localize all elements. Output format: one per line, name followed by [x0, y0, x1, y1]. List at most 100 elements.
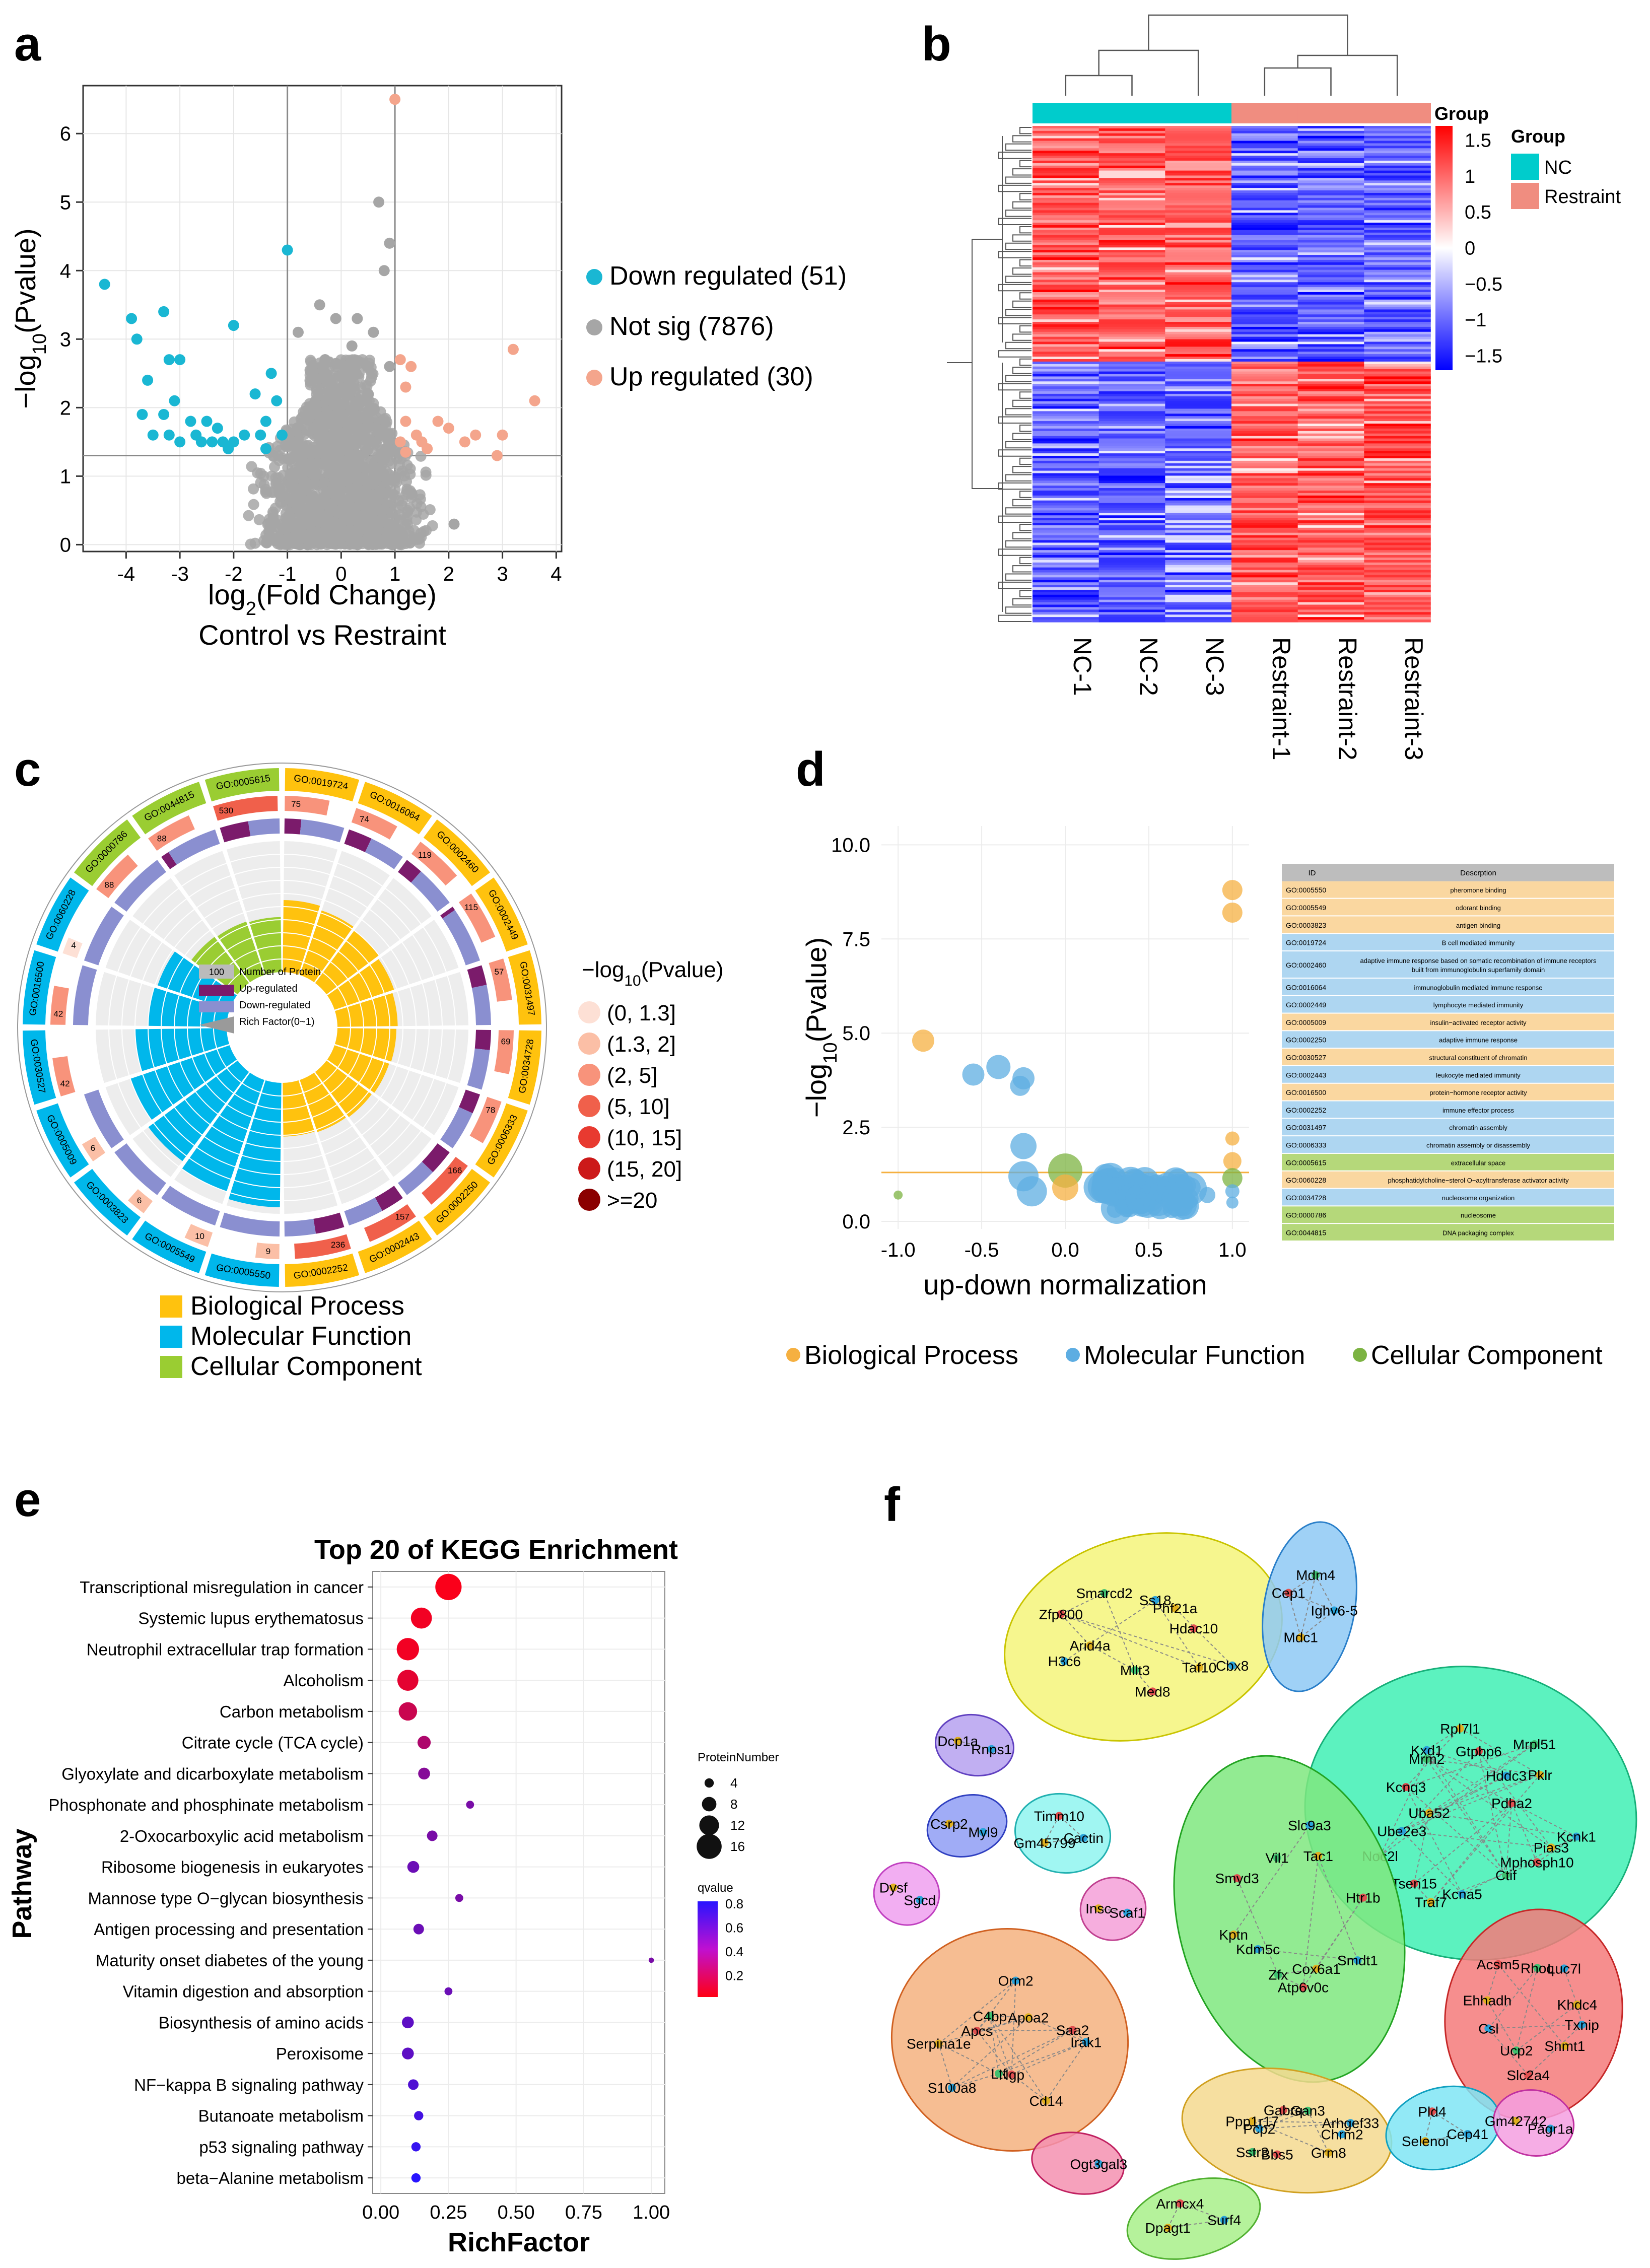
heat-cell — [1297, 403, 1365, 407]
heat-cell — [1364, 612, 1431, 615]
heat-cell — [1033, 250, 1099, 253]
network-edge — [1431, 2111, 1468, 2135]
heat-cell — [1165, 225, 1232, 228]
heat-cell — [1033, 188, 1099, 191]
network-node-label: Pagr1a — [1528, 2121, 1573, 2137]
network-node — [1228, 1661, 1236, 1670]
heat-cell — [1033, 158, 1099, 161]
heat-cell — [1098, 344, 1166, 347]
heat-cell — [1364, 518, 1431, 521]
heat-cell — [1165, 197, 1232, 201]
cluster-hull — [1014, 1793, 1112, 1874]
heat-cell — [1165, 398, 1232, 402]
heat-cell — [1165, 443, 1232, 446]
heat-cell — [1033, 510, 1099, 513]
category-legend-label: Cellular Component — [190, 1352, 422, 1381]
heat-cell — [1364, 349, 1431, 352]
heat-cell — [1297, 374, 1365, 377]
heat-cell — [1033, 458, 1099, 461]
pathway-point — [444, 1987, 453, 1996]
point-not-sig — [415, 501, 427, 513]
heat-cell — [1297, 396, 1365, 399]
table-cell-desc: phosphatidylcholine−sterol O−acyltransfe… — [1388, 1177, 1569, 1184]
network-node — [1572, 1832, 1580, 1841]
heat-cell — [1231, 290, 1298, 293]
protein-count-bar — [294, 1234, 351, 1259]
heat-cell — [1033, 532, 1099, 536]
pathway-label: Carbon metabolism — [220, 1702, 364, 1721]
heat-cell — [1364, 537, 1431, 541]
heat-cell — [1098, 376, 1166, 379]
heat-cell — [1165, 510, 1232, 513]
point-down — [265, 368, 277, 379]
point-not-sig — [248, 483, 259, 495]
heat-cell — [1098, 148, 1166, 151]
inner-legend-swatch — [199, 1001, 234, 1012]
heat-cell — [1231, 352, 1298, 355]
heat-cell — [1165, 384, 1232, 387]
heat-cell — [1297, 324, 1365, 327]
heat-cell — [1364, 535, 1431, 538]
protein-count-label: 119 — [418, 850, 432, 860]
protein-count-label: 166 — [448, 1165, 462, 1175]
heat-cell — [1098, 602, 1166, 605]
network-node-label: Arhgef33 — [1322, 2115, 1380, 2131]
heat-cell — [1165, 354, 1232, 357]
heat-cell — [1364, 130, 1431, 134]
category-legend-swatch — [160, 1326, 182, 1348]
heat-cell — [1231, 393, 1298, 397]
network-edge — [1505, 1803, 1512, 1876]
heat-cell — [1364, 465, 1431, 469]
heat-cell — [1165, 232, 1232, 236]
heat-cell — [1098, 604, 1166, 608]
heat-cell — [1098, 326, 1166, 330]
network-node — [1296, 1633, 1305, 1641]
heat-cell — [1033, 607, 1099, 610]
heat-cell — [1364, 391, 1431, 394]
protein-count-bar — [255, 1243, 280, 1259]
heat-cell — [1098, 612, 1166, 615]
heat-cell — [1297, 508, 1365, 511]
go-bubble — [1226, 1196, 1239, 1209]
heat-cell — [1297, 473, 1365, 476]
heat-cell — [1165, 545, 1232, 548]
heat-cell — [1297, 190, 1365, 193]
heat-cell — [1231, 192, 1298, 196]
color-scale-tick: 0.5 — [1465, 202, 1491, 223]
heat-cell — [1033, 406, 1099, 409]
go-bubble — [1180, 1177, 1201, 1198]
network-edge — [1104, 1593, 1136, 1671]
heat-cell — [1165, 178, 1232, 181]
point-not-sig — [280, 524, 291, 535]
heat-cell — [1098, 190, 1166, 193]
heat-cell — [1364, 188, 1431, 191]
heat-cell — [1297, 151, 1365, 154]
heat-cell — [1165, 580, 1232, 583]
network-node-label: Orm2 — [998, 1973, 1034, 1988]
heat-cell — [1033, 498, 1099, 501]
table-row — [1282, 1049, 1614, 1065]
network-node — [1428, 2107, 1436, 2116]
pathway-label: Glyoxylate and dicarboxylate metabolism — [61, 1764, 364, 1783]
table-row — [1282, 1119, 1614, 1136]
heat-cell — [1033, 324, 1099, 327]
heat-cell — [1231, 537, 1298, 541]
point-not-sig — [305, 376, 316, 388]
grid-ring — [200, 945, 364, 1110]
network-node — [1359, 1893, 1367, 1902]
heat-cell — [1165, 151, 1232, 154]
table-cell-id: GO:0005009 — [1286, 1018, 1326, 1026]
heat-cell — [1165, 297, 1232, 300]
heat-cell — [1231, 456, 1298, 459]
heat-cell — [1297, 570, 1365, 573]
category-legend-swatch — [160, 1295, 182, 1318]
heat-cell — [1033, 285, 1099, 288]
point-down — [174, 354, 186, 366]
point-not-sig — [355, 536, 367, 548]
network-node — [945, 1819, 953, 1828]
network-node — [1229, 1930, 1238, 1939]
inner-legend-label: Number of Protein — [239, 967, 321, 978]
heat-cell — [1098, 617, 1166, 620]
heat-cell — [1033, 463, 1099, 466]
